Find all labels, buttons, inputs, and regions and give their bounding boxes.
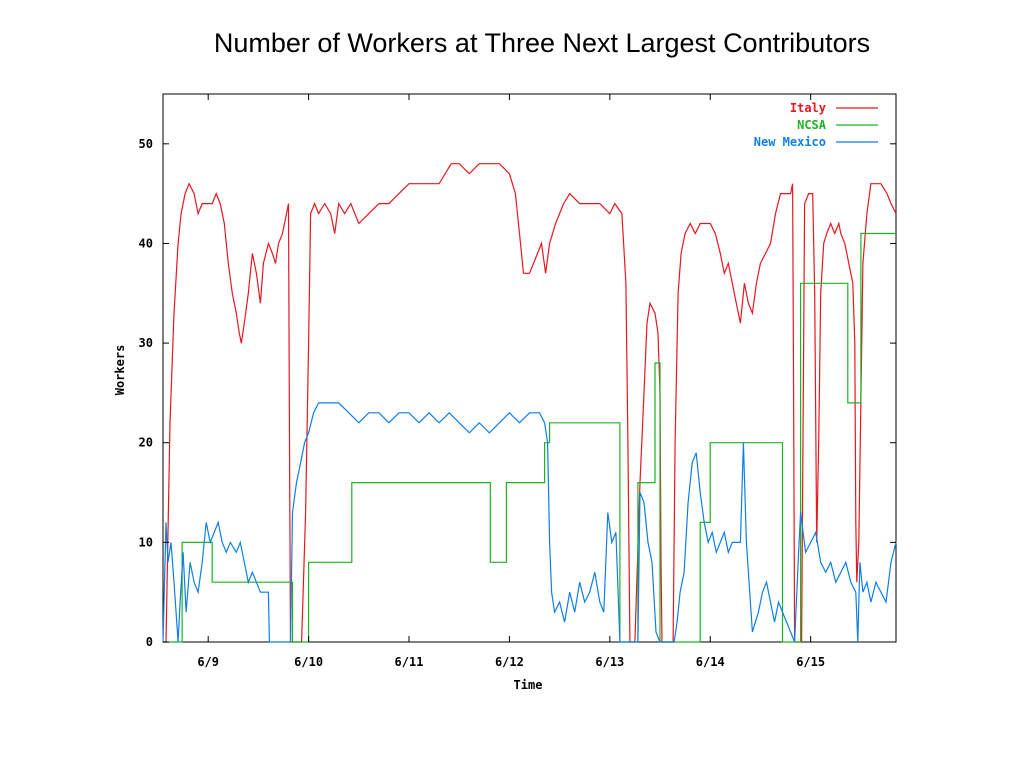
y-tick-label: 50 [139,137,153,151]
x-tick-label: 6/11 [395,655,424,669]
legend-label: New Mexico [754,135,826,149]
y-axis-label: Workers [113,345,127,396]
x-tick-label: 6/14 [696,655,725,669]
y-tick-label: 30 [139,336,153,350]
axes: 0 10 20 30 40 50 6/9 6/10 6/11 6/12 6/13 6/14 6/15 [139,94,896,669]
x-tick-label: 6/10 [294,655,323,669]
series-line-italy [163,163,897,643]
y-tick-label: 20 [139,436,153,450]
legend-label: NCSA [797,118,827,132]
x-tick-label: 6/13 [595,655,624,669]
legend: Italy NCSA New Mexico [754,101,878,149]
plot-frame [162,93,897,643]
x-tick-label: 6/9 [197,655,219,669]
slide-title: Number of Workers at Three Next Largest … [213,28,871,58]
y-tick-label: 0 [146,635,153,649]
series-line-new-mexico [162,402,897,643]
series-lines [162,163,897,643]
y-tick-label: 40 [139,236,153,250]
x-tick-label: 6/12 [495,655,524,669]
y-tick-label: 10 [139,535,153,549]
series-line-ncsa [163,232,896,643]
x-tick-label: 6/15 [796,655,825,669]
legend-label: Italy [790,101,826,115]
plot-border [162,93,897,643]
x-axis-label: Time [514,678,543,692]
